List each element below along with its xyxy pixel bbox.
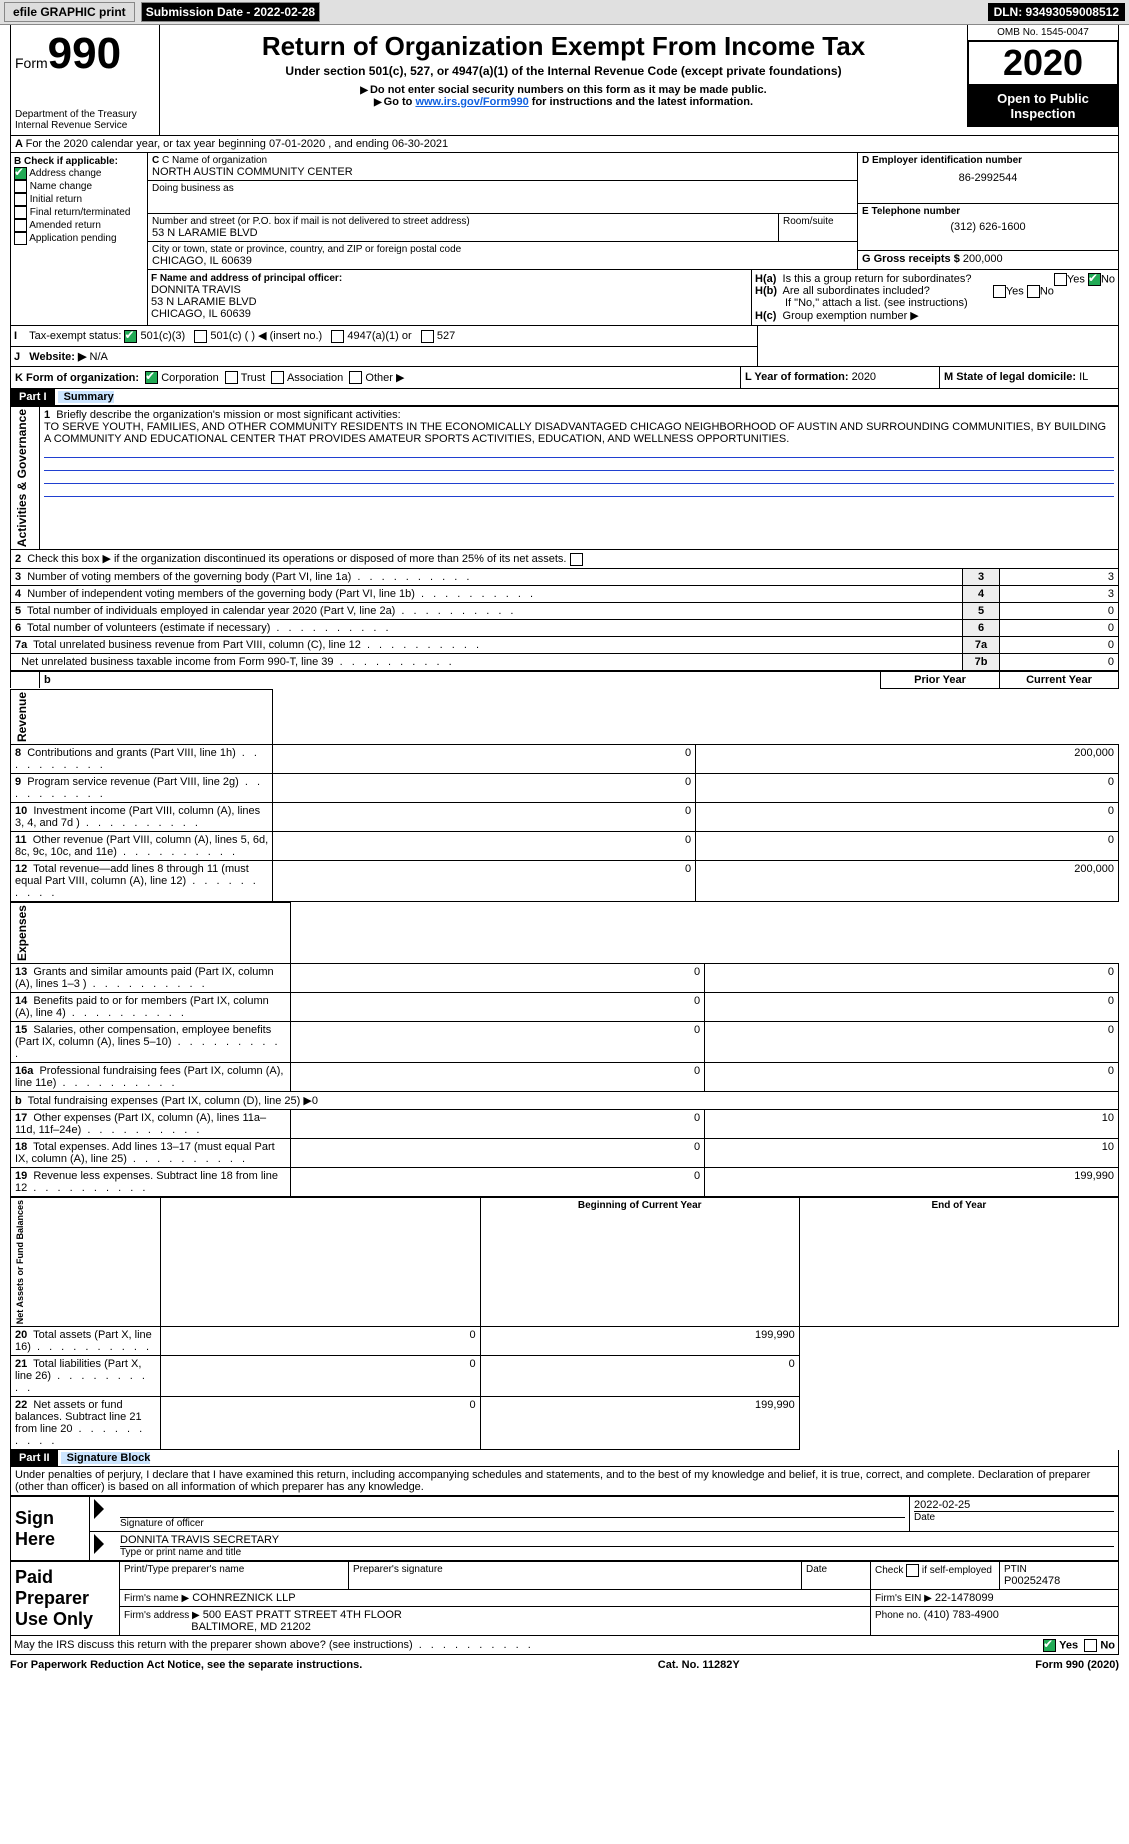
hb-yes[interactable] (993, 285, 1006, 298)
city-label: City or town, state or province, country… (152, 244, 853, 255)
ha-yes[interactable] (1054, 273, 1067, 286)
goto-note: Go to www.irs.gov/Form990 for instructio… (168, 96, 959, 108)
part2-title: Signature Block (61, 1452, 151, 1464)
gov-section-label: Activities & Governance (15, 409, 29, 547)
end-year-hdr: End of Year (799, 1197, 1118, 1326)
dba-label: Doing business as (152, 183, 853, 194)
k-other[interactable] (349, 371, 362, 384)
form-subtitle: Under section 501(c), 527, or 4947(a)(1)… (168, 64, 959, 78)
line-l: L Year of formation: 2020 (740, 367, 939, 389)
i-501c3[interactable] (124, 330, 137, 343)
k-corp[interactable] (145, 371, 158, 384)
addr-label: Number and street (or P.O. box if mail i… (152, 216, 774, 227)
mission-q: Briefly describe the organization's miss… (56, 409, 400, 421)
footer-left: For Paperwork Reduction Act Notice, see … (10, 1659, 362, 1671)
paid-preparer-label: Paid Preparer Use Only (11, 1562, 120, 1636)
officer-name: DONNITA TRAVIS (151, 284, 748, 296)
discuss-yes[interactable] (1043, 1639, 1056, 1652)
i-527[interactable] (421, 330, 434, 343)
firm-addr1: 500 EAST PRATT STREET 4TH FLOOR (203, 1609, 402, 1621)
top-bar: efile GRAPHIC print Submission Date - 20… (0, 0, 1129, 25)
c-name-label: C C Name of organization (152, 155, 853, 166)
b-chk-3[interactable] (14, 206, 27, 219)
ssn-note: Do not enter social security numbers on … (168, 84, 959, 96)
tax-year: 2020 (968, 41, 1118, 85)
sign-date: 2022-02-25 (914, 1499, 1114, 1511)
part2-label: Part II (11, 1450, 58, 1466)
penalty-text: Under penalties of perjury, I declare th… (10, 1467, 1119, 1496)
footer-right: Form 990 (2020) (1035, 1659, 1119, 1671)
officer-addr2: CHICAGO, IL 60639 (151, 308, 748, 320)
ptin: P00252478 (1004, 1575, 1114, 1587)
firm-phone: (410) 783-4900 (924, 1609, 999, 1621)
net-section-label: Net Assets or Fund Balances (15, 1200, 25, 1324)
ha-no[interactable] (1088, 273, 1101, 286)
b-chk-4[interactable] (14, 219, 27, 232)
g-receipts-label: G Gross receipts $ (862, 253, 960, 265)
part1-title: Summary (58, 391, 114, 403)
e-phone-label: E Telephone number (862, 206, 1114, 217)
dln: DLN: 93493059008512 (988, 3, 1125, 21)
room-label: Room/suite (783, 216, 853, 227)
officer-addr1: 53 N LARAMIE BLVD (151, 296, 748, 308)
open-public: Open to Public Inspection (968, 85, 1118, 127)
b-chk-5[interactable] (14, 232, 27, 245)
i-501c[interactable] (194, 330, 207, 343)
street-address: 53 N LARAMIE BLVD (152, 227, 774, 239)
gross-receipts: 200,000 (963, 253, 1003, 265)
ein: 86-2992544 (862, 172, 1114, 184)
part1-label: Part I (11, 389, 55, 405)
k-assoc[interactable] (271, 371, 284, 384)
footer-mid: Cat. No. 11282Y (658, 1659, 740, 1671)
firm-ein: 22-1478099 (935, 1592, 994, 1604)
omb: OMB No. 1545-0047 (968, 25, 1118, 41)
hb-no[interactable] (1027, 285, 1040, 298)
line-i: I Tax-exempt status: 501(c)(3) 501(c) ( … (11, 326, 757, 347)
firm-name: COHNREZNICK LLP (192, 1592, 295, 1604)
date-label: Date (914, 1511, 1114, 1523)
submission-date: Submission Date - 2022-02-28 (141, 2, 320, 22)
line-j: J Website: ▶ N/A (11, 347, 757, 366)
discuss-no[interactable] (1084, 1639, 1097, 1652)
prior-year-hdr: Prior Year (881, 671, 1000, 688)
discuss-line: May the IRS discuss this return with the… (10, 1636, 1119, 1655)
d-ein-label: D Employer identification number (862, 155, 1114, 166)
signer-name: DONNITA TRAVIS SECRETARY (120, 1534, 1114, 1546)
line-k: K Form of organization: Corporation Trus… (11, 367, 740, 389)
line-a: A For the 2020 calendar year, or tax yea… (10, 136, 1119, 153)
hc-label: Group exemption number ▶ (783, 310, 919, 322)
line-m: M State of legal domicile: IL (939, 367, 1118, 389)
name-title-label: Type or print name and title (120, 1546, 1114, 1558)
mission-text: TO SERVE YOUTH, FAMILIES, AND OTHER COMM… (44, 421, 1106, 445)
irs-link[interactable]: www.irs.gov/Form990 (415, 96, 528, 108)
k-trust[interactable] (225, 371, 238, 384)
sig-arrow-icon (94, 1499, 104, 1519)
b-chk-1[interactable] (14, 180, 27, 193)
dept-treasury: Department of the Treasury Internal Reve… (15, 109, 155, 131)
sig-arrow-icon-2 (94, 1534, 104, 1554)
self-employed-chk[interactable] (906, 1564, 919, 1577)
sig-officer-label: Signature of officer (120, 1517, 905, 1529)
current-year-hdr: Current Year (1000, 671, 1119, 688)
b-chk-0[interactable] (14, 167, 27, 180)
sign-here-label: Sign Here (11, 1497, 90, 1561)
section-b: B Check if applicable: Address change Na… (11, 153, 148, 325)
f-officer-label: F Name and address of principal officer: (151, 273, 748, 284)
form-number: Form990 (15, 29, 155, 79)
firm-addr2: BALTIMORE, MD 21202 (191, 1621, 311, 1633)
org-name: NORTH AUSTIN COMMUNITY CENTER (152, 166, 853, 178)
rev-section-label: Revenue (15, 692, 29, 742)
city-state-zip: CHICAGO, IL 60639 (152, 255, 853, 267)
exp-section-label: Expenses (15, 905, 29, 961)
begin-year-hdr: Beginning of Current Year (480, 1197, 799, 1326)
b-chk-2[interactable] (14, 193, 27, 206)
phone: (312) 626-1600 (862, 221, 1114, 233)
h-note: If "No," attach a list. (see instruction… (755, 297, 1115, 309)
i-4947[interactable] (331, 330, 344, 343)
efile-btn[interactable]: efile GRAPHIC print (4, 2, 135, 22)
form-title: Return of Organization Exempt From Incom… (168, 31, 959, 62)
